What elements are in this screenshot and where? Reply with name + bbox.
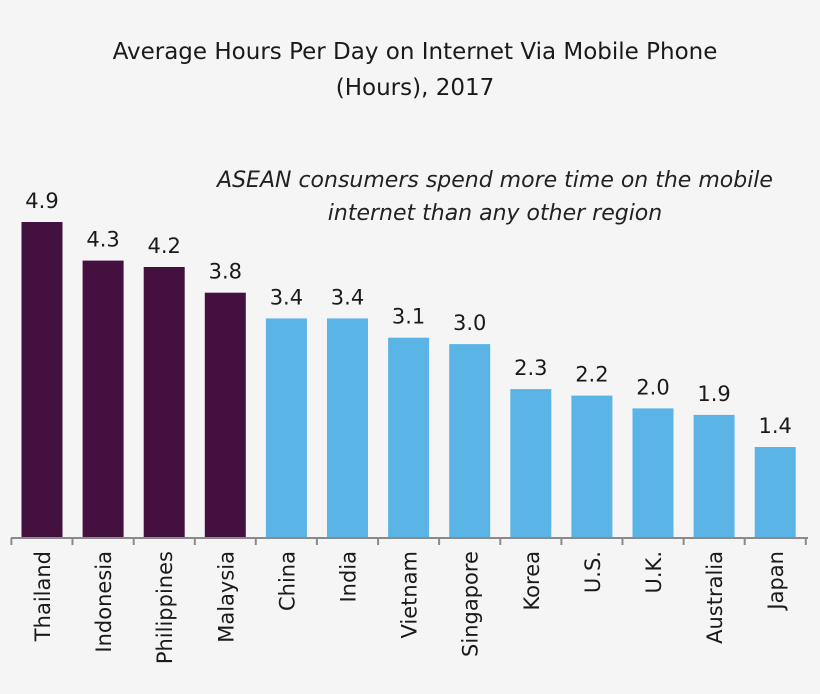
chart-title: Average Hours Per Day on Internet Via Mo…: [0, 34, 820, 106]
chart-title-line-2: (Hours), 2017: [335, 75, 495, 101]
bar-us: [571, 395, 613, 537]
bar-china: [265, 318, 307, 537]
category-label: Malaysia: [214, 551, 238, 643]
bar-korea: [510, 389, 552, 537]
bar-vietnam: [388, 337, 430, 537]
bar-indonesia: [82, 260, 124, 537]
category-label: Philippines: [153, 551, 177, 664]
chart-annotation: ASEAN consumers spend more time on the m…: [195, 164, 795, 230]
bar-singapore: [449, 344, 491, 537]
category-label: Australia: [703, 551, 727, 644]
category-label: China: [275, 551, 299, 611]
bar-australia: [693, 414, 735, 537]
category-label: Vietnam: [398, 551, 422, 639]
category-label: Thailand: [31, 551, 55, 642]
category-label: India: [337, 551, 361, 603]
value-label: 1.9: [697, 382, 730, 406]
x-axis: [10, 537, 808, 545]
category-label: U.K.: [642, 551, 666, 594]
bar-philippines: [143, 267, 185, 537]
bar-thailand: [21, 222, 63, 537]
bar-japan: [754, 447, 796, 537]
value-label: 3.4: [270, 285, 303, 309]
value-label: 4.9: [25, 189, 58, 213]
category-label: Korea: [520, 551, 544, 611]
category-label: U.S.: [581, 551, 605, 593]
category-label: Japan: [764, 551, 788, 612]
value-label: 3.1: [392, 305, 425, 329]
chart-title-line-1: Average Hours Per Day on Internet Via Mo…: [112, 39, 718, 65]
value-label: 2.0: [636, 375, 669, 399]
value-label: 3.8: [209, 260, 242, 284]
annotation-line-1: ASEAN consumers spend more time on the m…: [217, 168, 773, 193]
value-label: 3.4: [331, 285, 364, 309]
category-labels-group: Thailand Indonesia Philippines Malaysia Chin…: [31, 551, 788, 664]
bar-malaysia: [204, 292, 246, 537]
value-label: 2.3: [514, 356, 547, 380]
bar-india: [327, 318, 368, 537]
value-label: 1.4: [758, 414, 791, 438]
category-label: Indonesia: [92, 551, 116, 653]
bars-group: [21, 222, 796, 537]
annotation-line-2: internet than any other region: [327, 201, 663, 226]
value-label: 4.2: [147, 234, 180, 258]
value-labels-group: 4.9 4.3 4.2 3.8 3.4 3.4 3.1 3.0 2.3 2.2 2.0 1.9 1.4: [25, 189, 792, 438]
bar-uk: [632, 408, 674, 537]
value-label: 4.3: [86, 228, 119, 252]
value-label: 2.2: [575, 363, 608, 387]
category-label: Singapore: [459, 551, 483, 657]
value-label: 3.0: [453, 311, 486, 335]
